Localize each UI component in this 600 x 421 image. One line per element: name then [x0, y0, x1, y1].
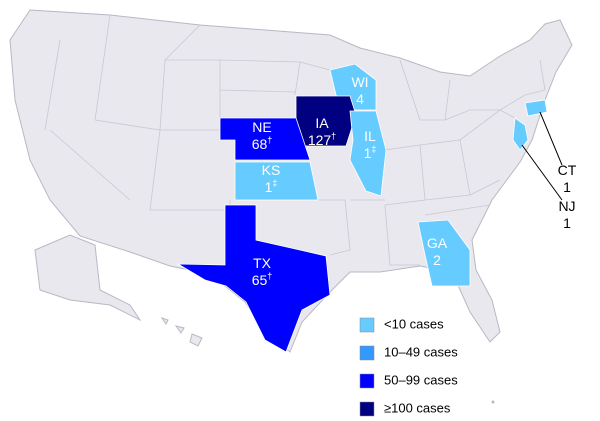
footnote-mark: ‡ [272, 178, 277, 188]
count: 127 [308, 132, 332, 148]
count: 1 [364, 145, 372, 161]
state-count: 65† [252, 271, 273, 288]
legend-swatch [359, 373, 375, 389]
legend-label: 50–99 cases [384, 372, 458, 387]
footnote-mark: † [267, 135, 272, 145]
count: 1 [563, 215, 571, 231]
count: 1 [265, 179, 273, 195]
legend-swatch [359, 317, 375, 333]
legend-label: ≥100 cases [384, 400, 451, 415]
state-abbr: IA [315, 115, 329, 131]
nj-leader [521, 144, 563, 201]
state-count: 2 [433, 252, 441, 268]
ct-leader [539, 111, 563, 166]
state-abbr: NE [252, 119, 271, 135]
state-shape [219, 117, 311, 161]
state-abbr: CT [558, 162, 577, 178]
state-abbr: GA [427, 235, 448, 251]
state-count: 68† [252, 135, 273, 152]
state-count: 1‡ [265, 178, 278, 195]
state-abbr: TX [253, 255, 272, 271]
dot [491, 400, 495, 404]
legend-swatch [359, 401, 375, 417]
count: 1 [563, 179, 571, 195]
footnote-mark: † [331, 131, 336, 141]
state-abbr: NJ [558, 198, 575, 214]
footnote-mark: ‡ [371, 144, 376, 154]
state-borders [44, 14, 546, 266]
state-shape [512, 117, 529, 151]
state-shape [417, 219, 471, 287]
footnote-mark: † [267, 271, 272, 281]
state-shape [349, 110, 387, 197]
state-count: 1‡ [364, 144, 377, 161]
legend-swatch [359, 345, 375, 361]
state-count: 1 [563, 215, 571, 231]
state-shape [234, 161, 319, 201]
count: 4 [356, 91, 364, 107]
state-abbr: WI [351, 74, 368, 90]
legend-label: 10–49 cases [384, 344, 458, 359]
count: 2 [433, 252, 441, 268]
state-shape [176, 204, 331, 353]
state-abbr: KS [262, 162, 281, 178]
hawaii [160, 317, 203, 347]
state-abbr: IL [364, 128, 376, 144]
count: 65 [252, 272, 268, 288]
legend-label: <10 cases [384, 316, 444, 331]
state-count: 4 [356, 91, 364, 107]
alaska [34, 234, 142, 322]
count: 68 [252, 136, 268, 152]
state-count: 1 [563, 179, 571, 195]
state-count: 127† [308, 131, 336, 148]
state-shape [524, 99, 548, 117]
states [176, 63, 548, 353]
